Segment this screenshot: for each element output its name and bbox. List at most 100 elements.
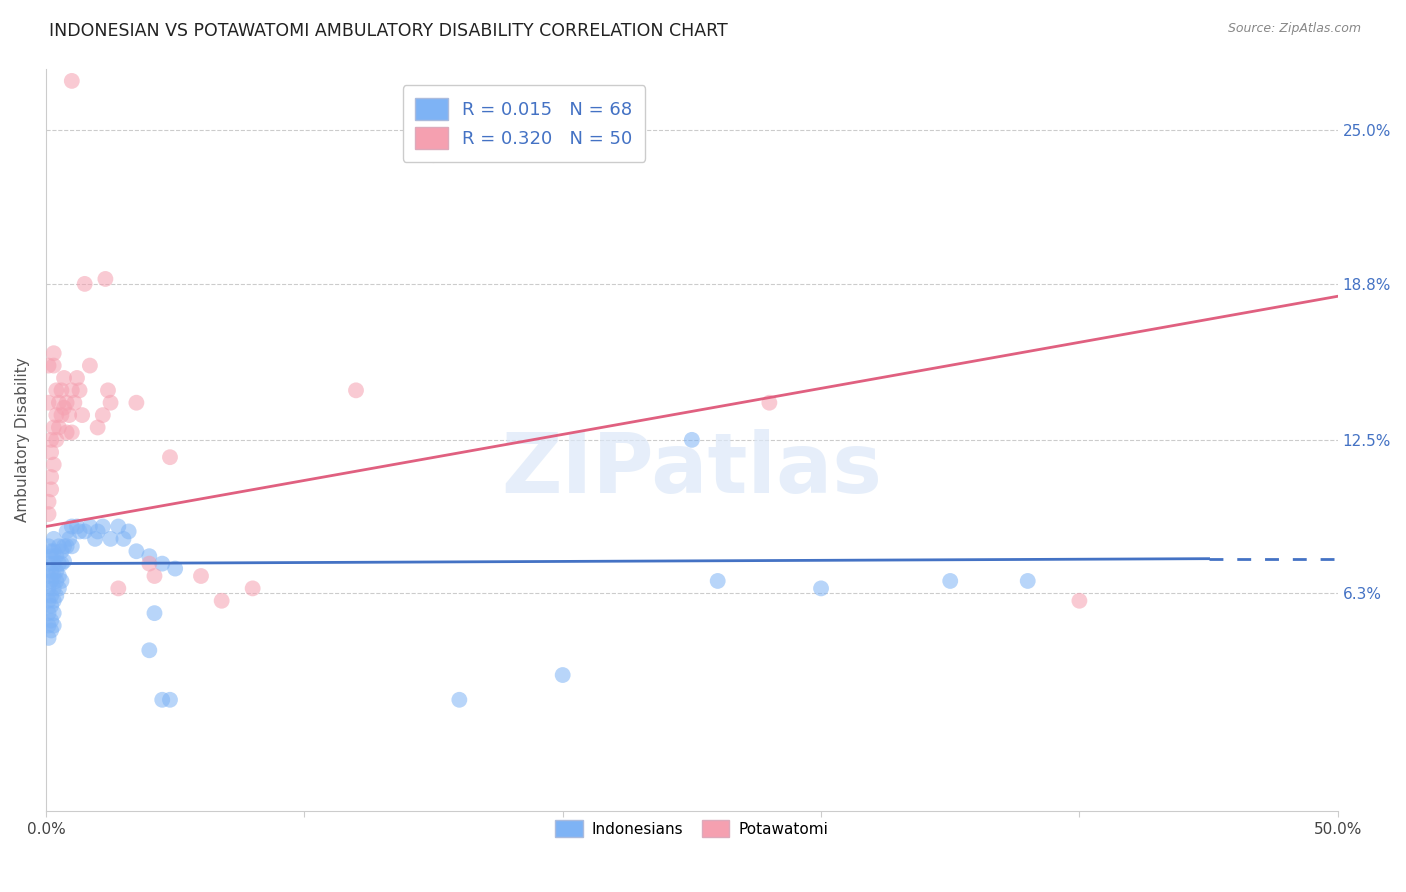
Point [143, 606, 166, 620]
Point [91, 519, 114, 533]
Point [42, 544, 65, 558]
Point [66, 519, 89, 533]
Point [48, 569, 70, 583]
Point [38, 582, 60, 596]
Point [39, 614, 62, 628]
Point [190, 569, 212, 583]
Point [97, 384, 120, 398]
Point [51, 574, 73, 588]
Point [48, 420, 70, 434]
Point [138, 643, 160, 657]
Point [69, 524, 91, 539]
Point [1069, 593, 1091, 607]
Point [100, 395, 122, 409]
Point [449, 693, 471, 707]
Point [112, 532, 135, 546]
Point [48, 539, 70, 553]
Point [150, 557, 173, 571]
Point [117, 524, 139, 539]
Point [39, 624, 62, 638]
Point [55, 395, 77, 409]
Legend: Indonesians, Potawatomi: Indonesians, Potawatomi [548, 813, 837, 845]
Point [53, 539, 76, 553]
Point [150, 693, 173, 707]
Point [38, 593, 60, 607]
Point [42, 606, 65, 620]
Point [94, 272, 117, 286]
Point [48, 582, 70, 596]
Text: INDONESIAN VS POTAWATOMI AMBULATORY DISABILITY CORRELATION CHART: INDONESIAN VS POTAWATOMI AMBULATORY DISA… [49, 22, 728, 40]
Point [39, 564, 62, 578]
Point [39, 574, 62, 588]
Point [51, 557, 73, 571]
Point [60, 425, 83, 440]
Point [70, 408, 93, 422]
Point [107, 519, 129, 533]
Point [211, 593, 233, 607]
Point [38, 395, 60, 409]
Point [125, 544, 148, 558]
Point [42, 593, 65, 607]
Point [42, 557, 65, 571]
Point [60, 519, 83, 533]
Point [42, 569, 65, 583]
Point [58, 408, 80, 422]
Point [39, 433, 62, 447]
Point [53, 401, 76, 415]
Point [45, 549, 67, 564]
Point [38, 606, 60, 620]
Point [165, 561, 187, 575]
Point [51, 408, 73, 422]
Point [58, 532, 80, 546]
Point [38, 507, 60, 521]
Point [45, 408, 67, 422]
Point [73, 277, 96, 291]
Point [1017, 574, 1039, 588]
Point [60, 384, 83, 398]
Point [55, 425, 77, 440]
Point [53, 371, 76, 385]
Point [86, 420, 108, 434]
Point [39, 589, 62, 603]
Point [39, 544, 62, 558]
Point [38, 359, 60, 373]
Point [45, 433, 67, 447]
Point [42, 618, 65, 632]
Point [159, 450, 181, 465]
Point [39, 483, 62, 497]
Point [39, 445, 62, 459]
Text: ZIPatlas: ZIPatlas [502, 429, 883, 510]
Point [42, 458, 65, 472]
Point [60, 74, 83, 88]
Y-axis label: Ambulatory Disability: Ambulatory Disability [15, 358, 30, 522]
Point [38, 631, 60, 645]
Point [681, 433, 703, 447]
Point [91, 408, 114, 422]
Point [55, 524, 77, 539]
Point [42, 582, 65, 596]
Point [939, 574, 962, 588]
Point [38, 618, 60, 632]
Point [45, 384, 67, 398]
Point [60, 539, 83, 553]
Point [51, 544, 73, 558]
Point [42, 346, 65, 360]
Point [100, 532, 122, 546]
Point [38, 569, 60, 583]
Point [125, 395, 148, 409]
Point [45, 589, 67, 603]
Point [159, 693, 181, 707]
Point [344, 384, 367, 398]
Point [69, 384, 91, 398]
Point [706, 574, 728, 588]
Point [63, 395, 86, 409]
Point [138, 557, 160, 571]
Point [38, 539, 60, 553]
Point [45, 574, 67, 588]
Point [551, 668, 574, 682]
Point [242, 582, 264, 596]
Point [143, 569, 166, 583]
Point [48, 395, 70, 409]
Point [138, 549, 160, 564]
Point [38, 494, 60, 508]
